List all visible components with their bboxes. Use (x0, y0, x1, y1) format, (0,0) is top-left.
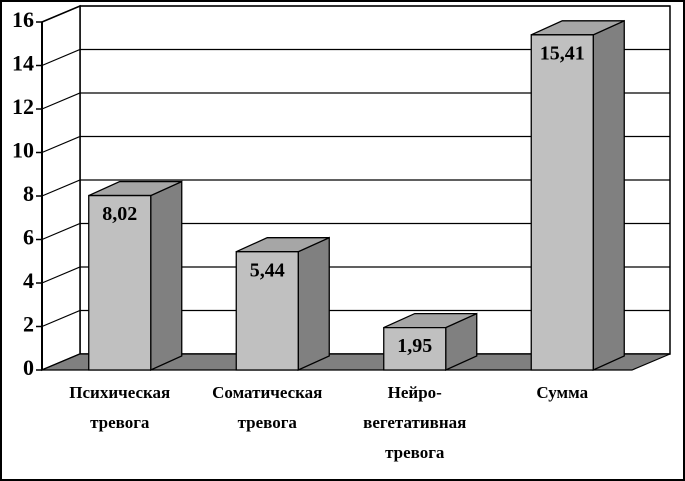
bar-side (592, 19, 625, 372)
value-label: 5,44 (250, 259, 285, 281)
value-label: 15,41 (540, 42, 585, 64)
bar (235, 236, 330, 372)
x-tick-label: Соматическая тревога (212, 383, 322, 432)
bar (530, 19, 625, 372)
bar-front (88, 194, 152, 371)
y-tick-label: 4 (23, 268, 34, 293)
x-tick-label: Сумма (536, 383, 588, 402)
bar (383, 312, 478, 372)
bar-side (150, 180, 183, 372)
grid-line (41, 222, 670, 241)
x-tick-label: Психическая тревога (69, 383, 170, 432)
y-tick-label: 16 (12, 7, 34, 32)
grid-line (41, 309, 670, 328)
y-tick-label: 14 (12, 51, 34, 76)
grid-line (41, 5, 670, 23)
bar-front (383, 326, 447, 371)
y-tick-label: 2 (23, 312, 34, 337)
value-label: 1,95 (397, 335, 432, 357)
y-tick-label: 8 (23, 181, 34, 206)
bar (88, 180, 183, 372)
x-tick-label: Нейро-вегетативная тревога (363, 383, 466, 462)
y-tick-label: 0 (23, 355, 34, 380)
grid-line (41, 135, 670, 154)
bar-front (530, 34, 594, 371)
grid-line (41, 179, 670, 197)
bar-side (297, 236, 330, 372)
y-tick-label: 6 (23, 225, 34, 250)
grid-line (41, 266, 670, 284)
y-tick-label: 12 (12, 94, 34, 119)
grid-line (41, 92, 670, 110)
value-label: 8,02 (102, 203, 137, 225)
y-tick-label: 10 (12, 138, 34, 163)
bar-front (235, 251, 299, 371)
grid-line (41, 48, 670, 67)
